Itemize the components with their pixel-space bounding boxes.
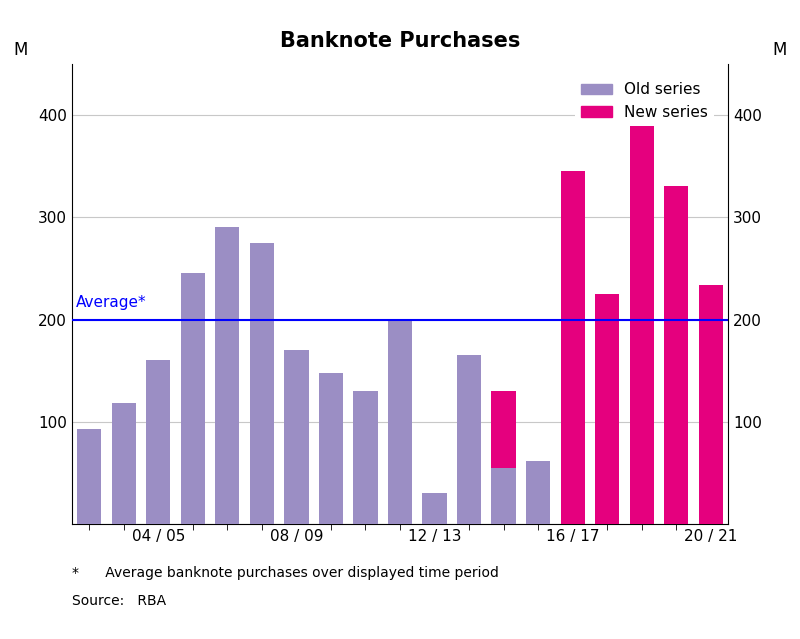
Bar xyxy=(595,294,619,524)
Bar xyxy=(181,273,205,524)
Bar xyxy=(526,461,550,524)
Bar xyxy=(215,227,239,524)
Bar xyxy=(77,429,102,524)
Bar xyxy=(422,493,446,524)
Bar xyxy=(698,285,723,524)
Bar xyxy=(561,171,585,524)
Bar xyxy=(146,360,170,524)
Text: Average*: Average* xyxy=(75,295,146,311)
Text: *      Average banknote purchases over displayed time period: * Average banknote purchases over displa… xyxy=(72,566,499,580)
Bar xyxy=(284,350,309,524)
Bar xyxy=(388,320,412,524)
Bar xyxy=(457,355,481,524)
Bar xyxy=(630,84,654,524)
Bar xyxy=(112,403,136,524)
Bar xyxy=(354,391,378,524)
Title: Banknote Purchases: Banknote Purchases xyxy=(280,31,520,51)
Text: M: M xyxy=(13,42,27,59)
Bar xyxy=(319,373,343,524)
Bar xyxy=(491,468,516,524)
Bar xyxy=(250,243,274,524)
Legend: Old series, New series: Old series, New series xyxy=(575,76,714,126)
Text: M: M xyxy=(773,42,787,59)
Bar xyxy=(664,185,688,524)
Text: Source:   RBA: Source: RBA xyxy=(72,594,166,608)
Bar xyxy=(491,391,516,468)
